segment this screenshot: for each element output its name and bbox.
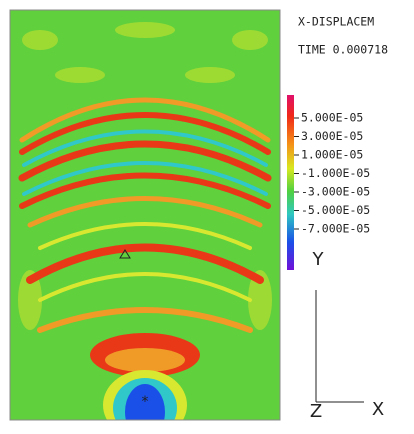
- legend-label: -5.000E-05: [301, 203, 370, 217]
- legend-label: -3.000E-05: [301, 185, 370, 199]
- plot-frame: [9, 9, 281, 421]
- source-marker: *: [142, 394, 149, 410]
- time-label: TIME 0.000718: [298, 43, 388, 57]
- legend-label: 3.000E-05: [301, 129, 363, 143]
- color-bar: [287, 95, 294, 270]
- axis-x-label: X: [372, 399, 384, 420]
- legend: 5.000E-05 3.000E-05 1.000E-05 -1.000E-05 -3.…: [294, 111, 370, 236]
- legend-label: -1.000E-05: [301, 166, 370, 180]
- result-title: X-DISPLACEM: [298, 15, 374, 29]
- axis-z-label: Z: [310, 401, 322, 422]
- contour-field: *: [10, 10, 280, 420]
- legend-label: -7.000E-05: [301, 222, 370, 236]
- probe-marker: [119, 249, 131, 259]
- axis-y-label: Y: [312, 249, 325, 270]
- legend-label: 1.000E-05: [301, 148, 363, 162]
- legend-label: 5.000E-05: [301, 111, 363, 125]
